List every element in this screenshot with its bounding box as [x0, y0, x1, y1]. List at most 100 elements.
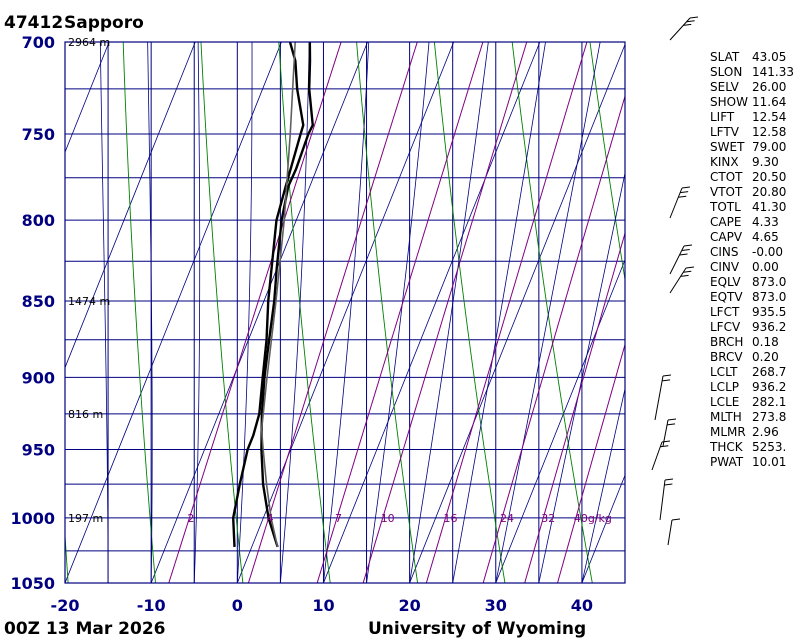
moist-adiabat: [409, 42, 489, 583]
index-name: LCLP: [710, 380, 739, 394]
isotherm-line: [323, 42, 541, 583]
temperature-profile: [260, 42, 314, 548]
index-name: EQLV: [710, 275, 741, 289]
pressure-tick: 950: [22, 440, 55, 459]
wind-barb: [669, 266, 695, 294]
isotherm-line: [65, 42, 282, 583]
height-label: 816 m: [68, 408, 103, 421]
index-name: SLON: [710, 65, 742, 79]
mixing-ratio-lines: [168, 42, 625, 583]
wind-barb: [654, 374, 672, 421]
height-label: 2964 m: [68, 36, 110, 49]
moist-adiabat: [193, 42, 201, 583]
footer-time: 00Z 13 Mar 2026: [4, 619, 165, 639]
index-name: SLAT: [710, 50, 740, 64]
pressure-axis: 700 750 800 850 900 950 1000 1050: [10, 33, 55, 593]
index-value: 0.18: [752, 335, 779, 349]
pressure-tick: 800: [22, 211, 55, 230]
mixing-ratio-label: 32: [541, 512, 555, 525]
index-name: LCLT: [710, 365, 738, 379]
index-value: 0.20: [752, 350, 779, 364]
moist-adiabat: [323, 42, 370, 583]
isotherm-line: [495, 258, 625, 583]
dry-adiabat: [122, 42, 156, 583]
isotherms: [0, 42, 625, 583]
mixing-ratio-line: [168, 42, 342, 583]
moist-adiabat: [366, 42, 430, 583]
mixing-ratio-label: 24: [500, 512, 514, 525]
plot-frame: [64, 41, 626, 584]
temperature-tick: 10: [312, 596, 334, 615]
index-value: 141.33: [752, 65, 794, 79]
index-name: LCLE: [710, 395, 739, 409]
mixing-ratio-label: 7: [335, 512, 342, 525]
index-value: 2.96: [752, 425, 779, 439]
mixing-ratio-labels: 2 4 7 10 16 24 32 40g/kg: [187, 512, 612, 525]
pressure-tick: 900: [22, 368, 55, 387]
dry-adiabat: [589, 42, 625, 283]
temperature-tick: 20: [398, 596, 420, 615]
height-label: 1474 m: [68, 295, 110, 308]
index-name: MLTH: [710, 410, 742, 424]
index-name: TOTL: [709, 200, 741, 214]
mixing-ratio-label: 2: [187, 512, 194, 525]
index-value: 873.0: [752, 290, 786, 304]
mixing-ratio-label: 10: [381, 512, 395, 525]
sounding-profiles: [231, 42, 314, 548]
index-value: 10.01: [752, 455, 786, 469]
isotherm-line: [409, 43, 625, 583]
index-name: EQTV: [710, 290, 743, 304]
temperature-tick: -20: [51, 596, 80, 615]
index-value: 43.05: [752, 50, 786, 64]
index-value: 26.00: [752, 80, 786, 94]
index-name: CAPE: [710, 215, 741, 229]
index-value: 5253.: [752, 440, 786, 454]
index-value: 20.50: [752, 170, 786, 184]
index-name: CINS: [710, 245, 739, 259]
isotherm-line: [581, 474, 625, 583]
mixing-ratio-line: [524, 231, 625, 583]
moist-adiabat: [495, 42, 601, 583]
dewpoint-profile: [231, 42, 305, 547]
dry-adiabat: [278, 42, 331, 583]
stability-indices: SLAT 43.05 SLON 141.33 SELV 26.00 SHOW 11.64 LIF…: [709, 50, 794, 469]
wind-barb: [667, 518, 681, 546]
index-value: 936.2: [752, 380, 786, 394]
moist-adiabat: [538, 171, 625, 583]
index-name: KINX: [710, 155, 739, 169]
pressure-tick: 700: [22, 33, 55, 52]
index-name: VTOT: [710, 185, 743, 199]
index-value: 4.65: [752, 230, 779, 244]
wind-barb: [669, 16, 699, 41]
index-value: 12.54: [752, 110, 786, 124]
index-name: THCK: [709, 440, 744, 454]
index-value: 41.30: [752, 200, 786, 214]
index-name: LFTV: [710, 125, 740, 139]
index-name: MLMR: [710, 425, 746, 439]
index-name: BRCH: [710, 335, 743, 349]
index-value: 268.7: [752, 365, 786, 379]
pressure-tick: 1050: [10, 574, 55, 593]
moist-adiabat: [581, 387, 625, 583]
isotherm-line: [0, 42, 23, 583]
wind-barb: [651, 440, 671, 471]
index-name: SELV: [710, 80, 740, 94]
index-name: CTOT: [710, 170, 743, 184]
index-name: SHOW: [710, 95, 748, 109]
index-value: -0.00: [752, 245, 783, 259]
mixing-ratio-line: [247, 42, 418, 583]
moist-adiabat: [452, 42, 546, 583]
station-name: Sapporo: [64, 13, 144, 33]
mixing-ratio-label: 40g/kg: [574, 512, 612, 525]
mixing-ratio-label: 4: [267, 512, 274, 525]
mixing-ratio-line: [425, 42, 588, 583]
index-name: CAPV: [710, 230, 743, 244]
moist-adiabat: [147, 42, 153, 583]
index-value: 20.80: [752, 185, 786, 199]
wind-barb: [669, 186, 691, 219]
wind-barb: [659, 478, 674, 521]
index-value: 11.64: [752, 95, 786, 109]
height-label: 197 m: [68, 512, 103, 525]
isotherm-line: [236, 42, 455, 583]
